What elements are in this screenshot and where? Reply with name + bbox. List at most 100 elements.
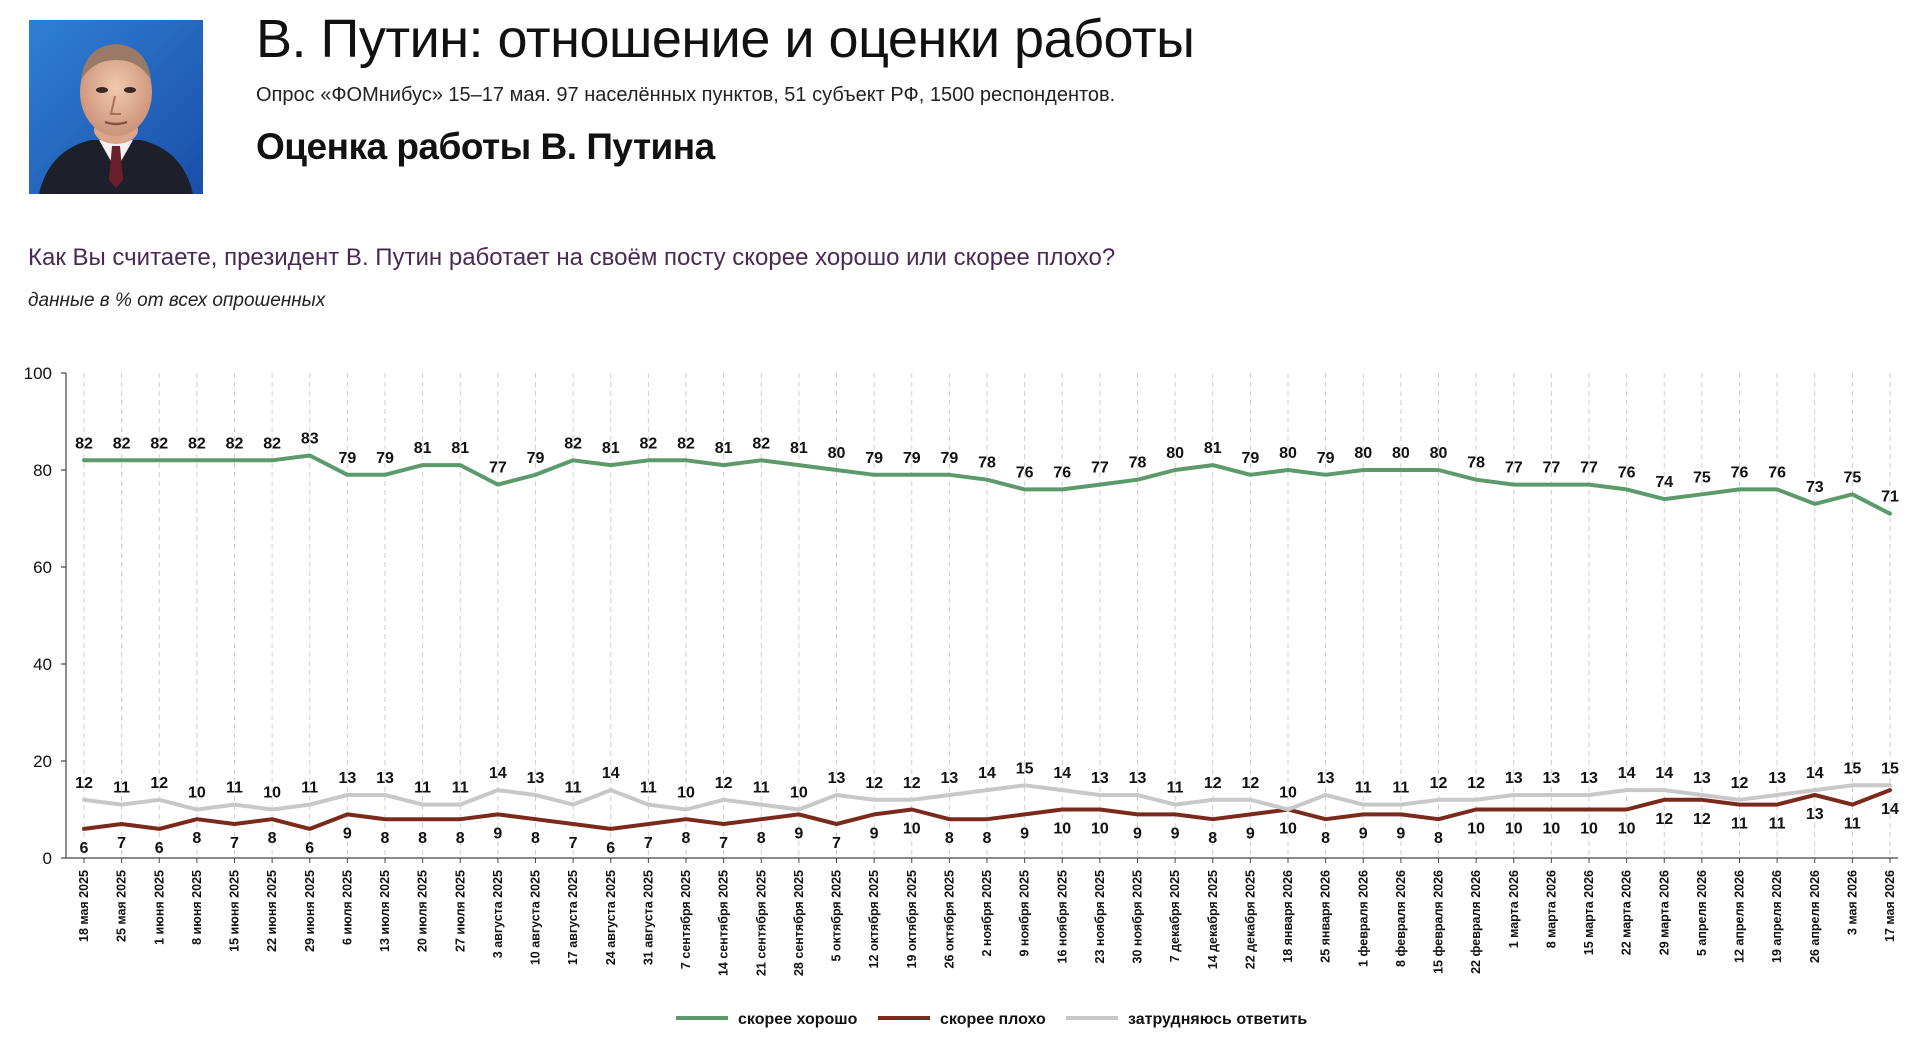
x-tick-label: 7 декабря 2025 <box>1168 870 1182 962</box>
data-label-good: 77 <box>1091 460 1109 477</box>
legend-label-0: скорее хорошо <box>738 1011 858 1028</box>
data-label-good: 81 <box>790 440 808 457</box>
data-label-unsure: 12 <box>1731 775 1749 792</box>
data-label-good: 76 <box>1618 464 1636 481</box>
data-label-bad: 7 <box>644 835 653 852</box>
y-tick-label: 40 <box>33 655 52 674</box>
x-tick-label: 12 октября 2025 <box>867 870 881 968</box>
data-label-unsure: 12 <box>1467 775 1485 792</box>
x-tick-label: 22 марта 2026 <box>1620 870 1634 955</box>
survey-question: Как Вы считаете, президент В. Путин рабо… <box>28 244 1116 271</box>
data-label-good: 82 <box>263 435 281 452</box>
data-label-bad: 14 <box>1881 801 1899 818</box>
data-label-unsure: 13 <box>1693 770 1711 787</box>
data-label-good: 81 <box>602 440 620 457</box>
data-label-bad: 7 <box>719 835 728 852</box>
x-tick-label: 25 января 2026 <box>1319 870 1333 963</box>
data-label-good: 82 <box>752 435 770 452</box>
data-label-bad: 7 <box>117 835 126 852</box>
data-label-good: 82 <box>113 435 131 452</box>
data-label-good: 73 <box>1806 479 1824 496</box>
data-label-good: 76 <box>1053 464 1071 481</box>
x-tick-label: 22 июня 2025 <box>265 870 279 952</box>
data-label-good: 76 <box>1016 464 1034 481</box>
x-tick-label: 29 июня 2025 <box>303 870 317 952</box>
series-line-1 <box>82 788 1892 831</box>
data-label-good: 78 <box>1467 455 1485 472</box>
data-label-unsure: 11 <box>226 780 243 797</box>
data-label-bad: 9 <box>1020 825 1029 842</box>
data-label-bad: 9 <box>1171 825 1180 842</box>
data-label-unsure: 13 <box>1580 770 1598 787</box>
series-line-0 <box>82 453 1892 516</box>
data-label-good: 80 <box>1354 445 1372 462</box>
data-label-unsure: 14 <box>1053 765 1071 782</box>
data-label-good: 76 <box>1731 464 1749 481</box>
data-label-bad: 7 <box>832 835 841 852</box>
data-label-unsure: 12 <box>865 775 883 792</box>
legend-label-2: затрудняюсь ответить <box>1128 1011 1307 1028</box>
x-tick-label: 8 февраля 2026 <box>1394 870 1408 967</box>
data-label-unsure: 14 <box>978 765 996 782</box>
data-label-unsure: 15 <box>1843 760 1861 777</box>
x-tick-label: 28 сентября 2025 <box>792 870 806 976</box>
data-label-bad: 8 <box>945 830 954 847</box>
x-tick-label: 15 марта 2026 <box>1582 870 1596 955</box>
y-tick-label: 0 <box>43 849 52 868</box>
data-label-unsure: 10 <box>188 785 206 802</box>
x-tick-label: 17 августа 2025 <box>566 870 580 965</box>
data-label-unsure: 11 <box>113 780 130 797</box>
data-label-bad: 13 <box>1806 806 1824 823</box>
data-label-good: 79 <box>1317 450 1335 467</box>
x-tick-label: 22 февраля 2026 <box>1469 870 1483 974</box>
data-label-unsure: 12 <box>150 775 168 792</box>
data-label-bad: 8 <box>983 830 992 847</box>
x-tick-label: 16 ноября 2025 <box>1055 870 1069 964</box>
data-label-good: 79 <box>376 450 394 467</box>
data-label-bad: 9 <box>1246 825 1255 842</box>
data-label-unsure: 14 <box>1806 765 1824 782</box>
chart-subtitle: Оценка работы В. Путина <box>256 126 715 167</box>
x-tick-label: 2 ноября 2025 <box>980 870 994 957</box>
x-tick-label: 24 августа 2025 <box>604 870 618 965</box>
data-label-bad: 8 <box>456 830 465 847</box>
x-tick-label: 21 сентября 2025 <box>754 870 768 976</box>
data-label-bad: 11 <box>1731 816 1748 833</box>
series-line-2 <box>82 783 1892 812</box>
data-label-unsure: 13 <box>1091 770 1109 787</box>
data-label-unsure: 14 <box>1618 765 1636 782</box>
data-label-bad: 8 <box>381 830 390 847</box>
data-label-good: 79 <box>527 450 545 467</box>
x-tick-label: 14 декабря 2025 <box>1206 870 1220 969</box>
data-label-good: 80 <box>1279 445 1297 462</box>
data-label-unsure: 12 <box>75 775 93 792</box>
x-tick-label: 31 августа 2025 <box>641 870 655 965</box>
data-label-unsure: 14 <box>489 765 507 782</box>
data-label-bad: 10 <box>1542 821 1560 838</box>
x-tick-label: 5 октября 2025 <box>830 870 844 962</box>
data-label-bad: 7 <box>230 835 239 852</box>
data-label-bad: 10 <box>1580 821 1598 838</box>
x-tick-label: 22 декабря 2025 <box>1243 870 1257 969</box>
data-label-unsure: 11 <box>414 780 431 797</box>
data-label-bad: 6 <box>305 840 314 857</box>
x-tick-label: 13 июля 2025 <box>378 870 392 952</box>
x-tick-label: 7 сентября 2025 <box>679 870 693 969</box>
data-label-unsure: 12 <box>1204 775 1222 792</box>
data-note: данные в % от всех опрошенных <box>28 290 326 311</box>
data-label-bad: 11 <box>1769 816 1786 833</box>
data-label-unsure: 14 <box>602 765 620 782</box>
x-tick-label: 20 июля 2025 <box>416 870 430 952</box>
x-tick-label: 26 апреля 2026 <box>1808 870 1822 963</box>
data-label-good: 77 <box>1580 460 1598 477</box>
data-label-bad: 10 <box>1091 821 1109 838</box>
x-tick-label: 19 октября 2025 <box>905 870 919 968</box>
data-label-good: 81 <box>715 440 733 457</box>
data-label-bad: 10 <box>1279 821 1297 838</box>
data-label-bad: 6 <box>155 840 164 857</box>
x-tick-label: 12 апреля 2026 <box>1733 870 1747 963</box>
data-label-unsure: 13 <box>338 770 356 787</box>
legend-label-1: скорее плохо <box>940 1011 1046 1028</box>
data-label-unsure: 11 <box>1392 780 1409 797</box>
